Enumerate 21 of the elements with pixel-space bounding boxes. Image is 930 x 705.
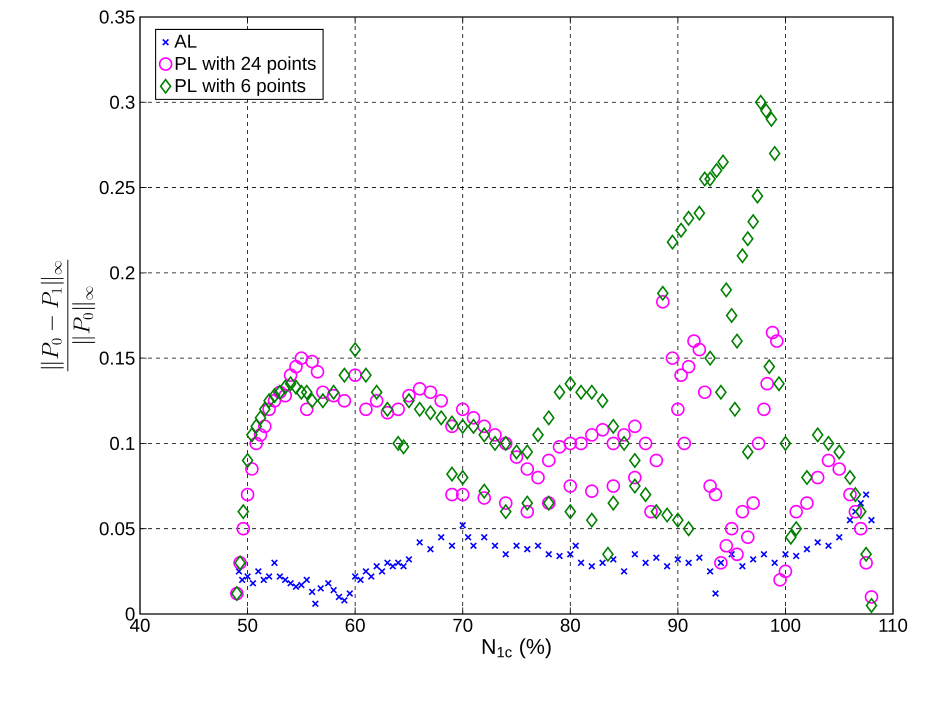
y-tick-label: 0.15 (100, 352, 135, 365)
y-tick-label: 0.1 (110, 436, 134, 450)
y-tick-label: 0.2 (110, 266, 134, 280)
y-tick-label: 0.3 (110, 96, 134, 109)
x-tick-label: 100 (771, 618, 800, 632)
x-tick-label: 60 (346, 618, 365, 632)
y-tick-label: 0.35 (100, 10, 135, 24)
y-tick-label: 0.05 (100, 522, 135, 536)
x-tick-label: 40 (130, 618, 150, 632)
legend-label: PL with 24 points (176, 56, 316, 74)
x-tick-label: 80 (560, 618, 580, 632)
x-axis-title: N$_{1c}$ (%) (482, 638, 551, 658)
x-tick-label: 90 (668, 618, 688, 632)
legend-label: PL with 6 points (176, 78, 306, 96)
x-tick-label: 110 (880, 618, 908, 632)
y-tick-label: 0 (126, 607, 135, 621)
y-tick-label: 0.25 (100, 180, 135, 194)
x-tick-label: 50 (238, 618, 258, 632)
legend-label: AL (174, 34, 196, 48)
x-tick-label: 70 (453, 618, 472, 632)
y-axis-title: $\frac{\|P_0-P_1\|_\infty}{\|P_0\|_\infty}$ (40, 260, 96, 372)
